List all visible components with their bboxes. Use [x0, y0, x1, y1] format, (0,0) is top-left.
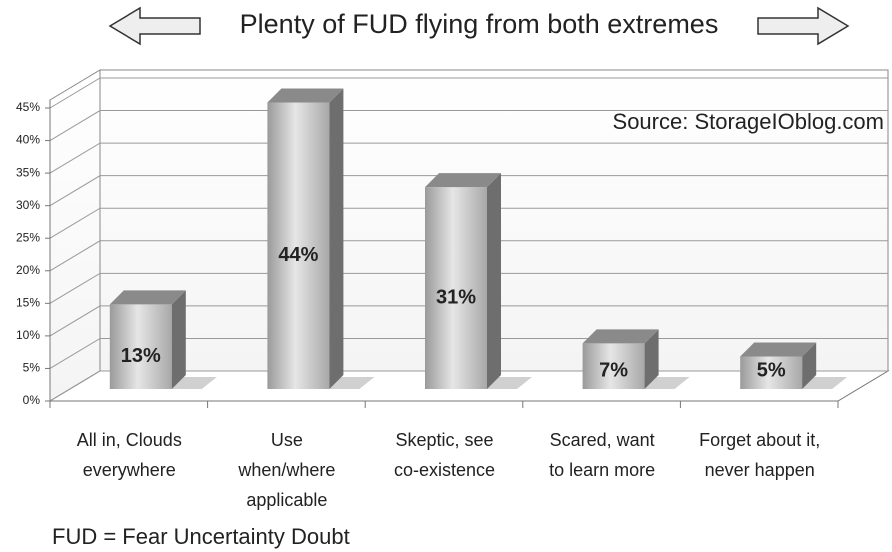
footnote: FUD = Fear Uncertainty Doubt — [52, 524, 350, 549]
x-tick-label: Skeptic, see co-existence — [382, 425, 507, 485]
y-tick-label: 10% — [16, 328, 40, 342]
y-tick-label: 25% — [16, 230, 40, 244]
bar-side — [172, 290, 186, 389]
back-wall — [50, 70, 100, 401]
y-tick-label: 0% — [23, 393, 41, 407]
value-label: 31% — [436, 286, 476, 308]
bar-side — [487, 173, 501, 389]
x-tick-label: All in, Clouds everywhere — [67, 425, 192, 485]
chart-title: Plenty of FUD flying from both extremes — [240, 9, 719, 39]
right-arrow — [758, 8, 848, 44]
y-tick-label: 45% — [16, 100, 40, 114]
page: Plenty of FUD flying from both extremes … — [0, 0, 892, 552]
source-annotation: Source: StorageIOblog.com — [613, 109, 884, 134]
y-tick-label: 5% — [23, 361, 41, 375]
left-arrow — [110, 8, 200, 44]
y-tick-label: 15% — [16, 296, 40, 310]
x-tick-label: Use when/where applicable — [224, 425, 349, 515]
y-tick-label: 40% — [16, 133, 40, 147]
y-tick-label: 35% — [16, 165, 40, 179]
x-tick-label: Forget about it, never happen — [697, 425, 822, 485]
bar-side — [329, 89, 343, 389]
value-label: 44% — [278, 244, 318, 266]
x-tick-label: Scared, want to learn more — [540, 425, 665, 485]
value-label: 13% — [121, 345, 161, 367]
value-label: 7% — [599, 359, 628, 381]
y-tick-label: 30% — [16, 198, 40, 212]
value-label: 5% — [757, 359, 786, 381]
y-tick-label: 20% — [16, 263, 40, 277]
